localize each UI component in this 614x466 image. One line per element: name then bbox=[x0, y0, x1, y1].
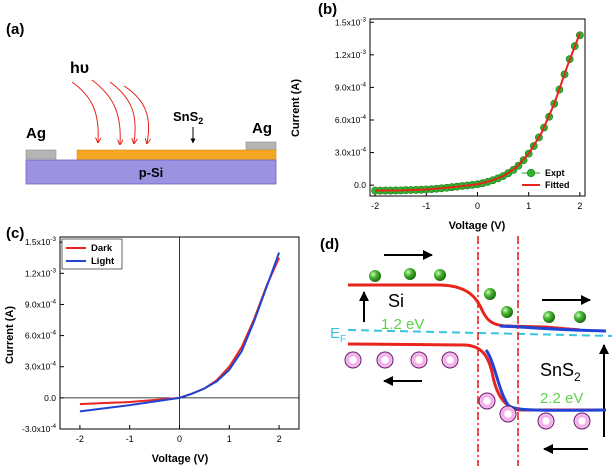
y-tick-label: 1.2x10-3 bbox=[335, 49, 367, 60]
contact-right-label: Ag bbox=[252, 120, 272, 137]
light-ray bbox=[109, 81, 135, 143]
light-ray bbox=[123, 85, 149, 143]
chart-c-ylabel: Current (A) bbox=[4, 306, 16, 364]
y-tick-label: 3.0x10-4 bbox=[25, 361, 57, 372]
electron bbox=[369, 270, 381, 282]
series-fitted-line bbox=[375, 32, 581, 192]
hole bbox=[499, 405, 517, 423]
x-tick-label: 0 bbox=[475, 201, 480, 211]
si-gap-label: 1.2 eV bbox=[381, 316, 424, 333]
hole bbox=[410, 351, 428, 369]
panel-c-label: (c) bbox=[6, 225, 24, 242]
light-label: hυ bbox=[70, 60, 89, 77]
x-tick-label: 0 bbox=[177, 434, 182, 444]
chart-b-x-axis: -2 -1 0 1 2 bbox=[371, 192, 582, 211]
y-tick-label: 6.0x10-4 bbox=[335, 114, 367, 125]
x-tick-label: 2 bbox=[277, 434, 282, 444]
device-schematic: (a) hυ SnS2 Ag Ag p-Si bbox=[6, 21, 277, 185]
chart-c-legend-box bbox=[61, 238, 123, 270]
x-tick-label: 1 bbox=[227, 434, 232, 444]
legend-expt-label: Expt bbox=[545, 168, 565, 178]
y-tick-label: 0.0 bbox=[354, 180, 366, 190]
hole bbox=[537, 412, 555, 430]
light-rays bbox=[71, 79, 149, 144]
light-ray bbox=[91, 79, 120, 144]
substrate-label: p-Si bbox=[139, 165, 164, 180]
chart-c: (c) -2 -1 0 1 2 -3.0x10-4 0.0 3.0x10-4 6.0x10-4… bbox=[4, 225, 300, 465]
fermi-label: EF bbox=[330, 325, 346, 345]
chart-b-series bbox=[371, 31, 584, 195]
legend-light-label: Light bbox=[91, 256, 115, 267]
legend-expt-marker bbox=[526, 168, 536, 178]
y-tick-label: 6.0x10-4 bbox=[25, 330, 57, 341]
x-tick-label: -1 bbox=[422, 201, 430, 211]
light-ray bbox=[71, 81, 98, 142]
sns2-conduction-band bbox=[499, 324, 607, 333]
sns2-gap-label: 2.2 eV bbox=[540, 390, 583, 407]
hole bbox=[478, 392, 496, 410]
y-tick-label: 9.0x10-4 bbox=[25, 298, 57, 309]
y-tick-label: 1.2x10-3 bbox=[25, 267, 57, 278]
chart-b-ylabel: Current (A) bbox=[290, 79, 302, 137]
panel-b-label: (b) bbox=[318, 1, 337, 18]
electron bbox=[434, 269, 446, 281]
chart-b-xlabel: Voltage (V) bbox=[449, 220, 506, 232]
electron bbox=[574, 311, 586, 323]
hole bbox=[376, 351, 394, 369]
chart-c-x-axis: -2 -1 0 1 2 bbox=[76, 425, 282, 444]
legend-fitted-label: Fitted bbox=[545, 180, 570, 190]
ag-contact-right bbox=[245, 141, 277, 151]
chart-c-y-axis: -3.0x10-4 0.0 3.0x10-4 6.0x10-4 9.0x10-4 1.2x… bbox=[22, 236, 64, 434]
sns2-film bbox=[76, 149, 277, 161]
electron bbox=[501, 306, 513, 318]
fermi-level bbox=[347, 329, 613, 337]
y-tick-label: 1.5x10-3 bbox=[335, 16, 367, 27]
electron bbox=[484, 288, 496, 300]
hole bbox=[344, 351, 362, 369]
y-tick-label: 9.0x10-4 bbox=[335, 81, 367, 92]
panel-d-label: (d) bbox=[320, 236, 339, 253]
holes bbox=[344, 351, 591, 430]
electron bbox=[404, 268, 416, 280]
y-tick-label: -3.0x10-4 bbox=[22, 423, 56, 434]
x-tick-label: -2 bbox=[76, 434, 84, 444]
sns2-valence-band bbox=[484, 349, 607, 412]
electron bbox=[543, 311, 555, 323]
si-label: Si bbox=[388, 291, 404, 311]
chart-c-xlabel: Voltage (V) bbox=[152, 453, 209, 465]
legend-dark-label: Dark bbox=[91, 243, 113, 254]
y-tick-label: 1.5x10-3 bbox=[25, 236, 57, 247]
p-si-substrate bbox=[25, 159, 277, 185]
band-diagram: (d) bbox=[320, 236, 613, 466]
chart-c-series bbox=[79, 252, 281, 413]
hole bbox=[441, 351, 459, 369]
hole bbox=[573, 412, 591, 430]
ag-contact-left bbox=[25, 149, 57, 160]
film-label: SnS2 bbox=[173, 109, 203, 126]
y-tick-label: 0.0 bbox=[44, 393, 56, 403]
si-conduction-band bbox=[348, 283, 581, 332]
x-tick-label: -1 bbox=[126, 434, 134, 444]
contact-left-label: Ag bbox=[26, 125, 46, 142]
chart-b-legend: Expt Fitted bbox=[522, 168, 570, 190]
x-tick-label: -2 bbox=[371, 201, 379, 211]
y-tick-label: 3.0x10-4 bbox=[335, 147, 367, 158]
x-tick-label: 2 bbox=[577, 201, 582, 211]
chart-b: (b) -2 -1 0 1 2 0.0 3.0x10-4 6.0x10-4 9.0x10-4 1… bbox=[290, 1, 586, 232]
series-light-line bbox=[79, 252, 281, 413]
electrons bbox=[369, 268, 586, 323]
x-tick-label: 1 bbox=[526, 201, 531, 211]
chart-b-y-axis: 0.0 3.0x10-4 6.0x10-4 9.0x10-4 1.2x10-3 1.5x1… bbox=[335, 16, 374, 190]
panel-a-label: (a) bbox=[6, 21, 24, 38]
sns2-label: SnS2 bbox=[540, 360, 581, 384]
chart-c-legend: Dark Light bbox=[61, 238, 123, 270]
